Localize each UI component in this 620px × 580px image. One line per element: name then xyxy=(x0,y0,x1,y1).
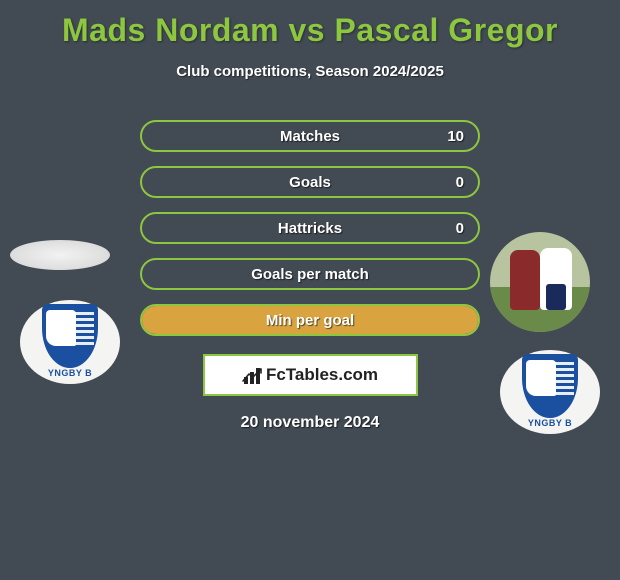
stat-value-right: 10 xyxy=(447,128,464,145)
stat-value-right: 0 xyxy=(456,174,464,191)
stat-bar-goals: Goals 0 xyxy=(140,166,480,198)
stat-label: Goals per match xyxy=(251,266,369,283)
brand-box[interactable]: FcTables.com xyxy=(203,354,418,396)
team-left-badge: YNGBY B xyxy=(20,300,120,384)
chart-icon xyxy=(242,366,262,384)
team-right-badge: YNGBY B xyxy=(500,350,600,434)
stat-label: Hattricks xyxy=(278,220,342,237)
content-area: YNGBY B YNGBY B Matches 10 Goals 0 xyxy=(0,120,620,432)
brand-text: FcTables.com xyxy=(266,365,378,385)
subtitle: Club competitions, Season 2024/2025 xyxy=(0,63,620,80)
team-left-badge-text: YNGBY B xyxy=(20,368,120,378)
stat-bar-hattricks: Hattricks 0 xyxy=(140,212,480,244)
stat-label: Matches xyxy=(280,128,340,145)
stat-bar-matches: Matches 10 xyxy=(140,120,480,152)
stat-value-right: 0 xyxy=(456,220,464,237)
team-right-badge-text: YNGBY B xyxy=(500,418,600,428)
stat-bar-goals-per-match: Goals per match xyxy=(140,258,480,290)
player-right-photo xyxy=(490,232,590,332)
stat-bars: Matches 10 Goals 0 Hattricks 0 Goals per… xyxy=(140,120,480,336)
stat-label: Min per goal xyxy=(266,312,354,329)
player-left-photo xyxy=(10,240,110,270)
stat-bar-min-per-goal: Min per goal xyxy=(140,304,480,336)
page-title: Mads Nordam vs Pascal Gregor xyxy=(0,0,620,49)
stat-label: Goals xyxy=(289,174,331,191)
